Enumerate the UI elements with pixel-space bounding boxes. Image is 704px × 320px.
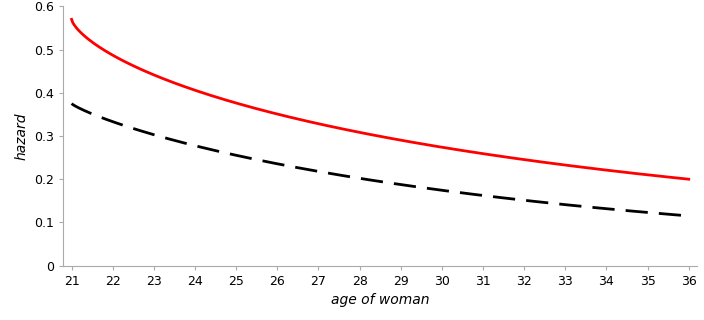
- Y-axis label: hazard: hazard: [15, 112, 29, 160]
- X-axis label: age of woman: age of woman: [331, 293, 429, 307]
